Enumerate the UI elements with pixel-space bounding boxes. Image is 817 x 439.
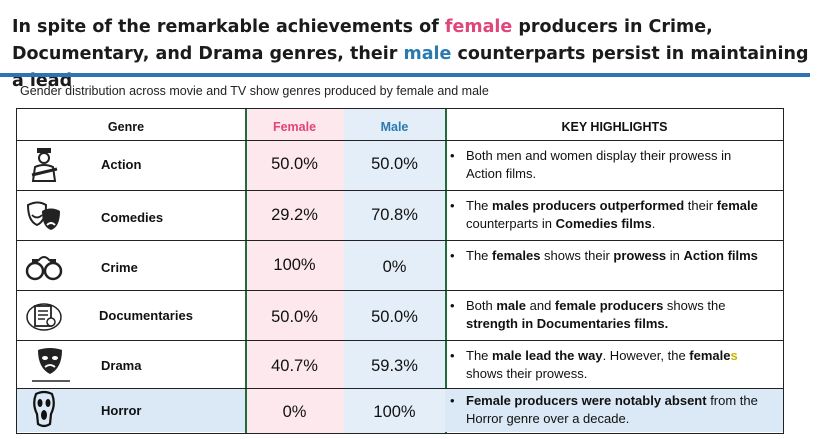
table-row-horror: Horror 0% 100% • Female producers were no… [16,388,784,432]
note-emphasis: strength in Documentaries films. [466,316,669,331]
bullet: • [450,393,455,408]
note-text: The [466,348,493,363]
genre-label: Drama [101,358,142,373]
bullet: • [450,298,455,313]
male-value: 50.0% [371,308,418,326]
male-value: 0% [382,258,407,276]
male-column-bg [344,108,447,434]
page-title: In spite of the remarkable achievements … [12,14,812,95]
note-text: shows the [663,298,726,313]
row-divider [16,190,784,191]
note-emphasis: Female producers were notably absent [466,393,707,408]
comedy-masks-icon [26,201,60,230]
horror-row-bg [16,388,245,432]
document-icon [26,303,62,331]
note-text: counterparts in [466,216,556,231]
bullet: • [450,348,455,363]
female-value: 0% [282,403,307,421]
note-emphasis: males producers outperformed [492,198,685,213]
drama-mask-icon [32,348,70,382]
table-row-comedies: Comedies 29.2% 70.8% • The males producer… [16,190,784,240]
note-text: The [466,198,493,213]
table-row-action: Action 50.0% 50.0% • Both men and women d… [16,140,784,190]
row-divider [16,140,784,141]
table-row-crime: Crime 100% 0% • The females shows their p… [16,240,784,290]
note-text: . However, the [602,348,690,363]
note-text: from the Horror genre over a decade. [466,393,758,426]
table-row-drama: Drama 40.7% 59.3% • The male lead the way… [16,340,784,388]
note-emphasis: male [496,298,526,313]
header-genre: Genre [107,120,145,134]
highlight-note: • The females shows their prowess in Acti… [450,247,766,265]
note-emphasis: prowess [613,248,667,263]
row-divider [16,240,784,241]
title-male-word: male [403,44,452,64]
row-divider [16,340,784,341]
subtitle: Gender distribution across movie and TV … [20,84,489,98]
table-row-documentaries: Documentaries 50.0% 50.0% • Both male and… [16,290,784,340]
female-value: 100% [273,256,316,274]
male-value: 59.3% [371,357,418,375]
female-value: 50.0% [271,308,318,326]
note-emphasis: females [492,248,541,263]
table-border [16,108,784,434]
header-key-highlights: KEY HIGHLIGHTS [561,120,668,134]
note-text: Both men and women display their prowess… [466,148,732,181]
note-text: shows their [540,248,614,263]
note-text: . [651,216,656,231]
soldier-icon [31,148,58,182]
note-emphasis: Comedies films [555,216,652,231]
scream-mask-icon [33,390,55,428]
genre-table: Genre Female Male KEY HIGHLIGHTS Action … [16,108,784,434]
row-divider [16,388,784,389]
header-female: Female [272,120,317,134]
note-text: shows their prowess. [466,366,588,381]
bullet: • [450,198,455,213]
highlight-note: • The male lead the way. However, the fem… [450,347,766,383]
highlight-note: • Both men and women display their prowes… [450,147,766,183]
female-value: 50.0% [271,155,318,173]
male-value: 50.0% [371,155,418,173]
note-text: their [684,198,717,213]
genre-label: Crime [101,260,138,275]
header-male: Male [380,120,409,134]
bullet: • [450,148,455,163]
female-value: 29.2% [271,206,318,224]
handcuffs-icon [25,256,63,281]
genre-label: Comedies [101,210,164,225]
note-emphasis: Action films [683,248,758,263]
row-divider [16,290,784,291]
genre-label: Horror [101,403,142,418]
highlight-note: • The males producers outperformed their … [450,197,766,233]
highlight-note: • Both male and female producers shows th… [450,297,766,333]
note-text: and [526,298,555,313]
note-text: Both [466,298,497,313]
note-emphasis: male lead the way [492,348,603,363]
note-text: in [666,248,684,263]
genre-label: Action [101,157,142,172]
note-emphasis: female [716,198,758,213]
title-female-word: female [444,17,513,37]
male-value: 70.8% [371,206,418,224]
title-part: In spite of the remarkable achievements … [12,17,445,37]
female-value: 40.7% [271,357,318,375]
note-emphasis: female [689,348,731,363]
bullet: • [450,248,455,263]
title-rule [0,73,810,77]
note-text: The [466,248,493,263]
note-emphasis-yellow: s [730,348,738,363]
title-part: producers in Crime, Documentary, and Dra… [12,17,713,64]
genre-label: Documentaries [99,308,193,323]
highlight-note: • Female producers were notably absent fr… [450,392,766,428]
note-emphasis: female producers [554,298,664,313]
male-value: 100% [373,403,416,421]
horror-row-bg [445,388,784,432]
